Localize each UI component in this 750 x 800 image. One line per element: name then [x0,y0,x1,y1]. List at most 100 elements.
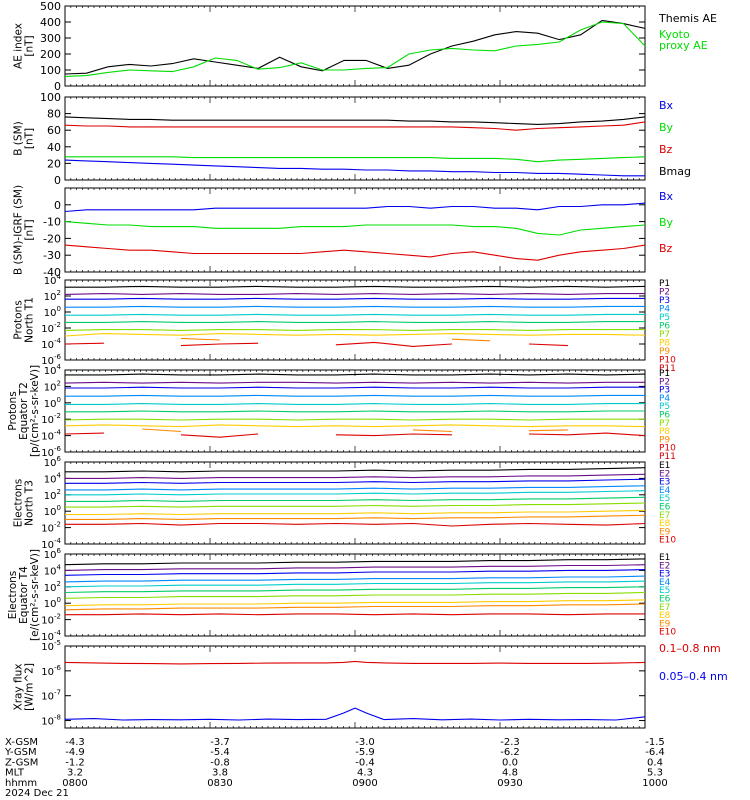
y-axis-title-line: [nT] [24,219,36,240]
panel-frame [64,187,646,273]
series-line-e5 [64,580,646,588]
y-tick-base: 10 [41,324,54,335]
legend-entry-line: E8 [659,611,671,621]
y-tick-base: 10 [41,448,54,459]
legend-entry: E5 [659,586,670,596]
y-tick-label: 0 [54,174,61,187]
legend-entry-line: Bx [659,190,674,203]
series-line-p7 [64,329,645,331]
legend-entry-line: E1 [659,461,670,471]
series-line-p5 [65,403,645,405]
legend-entry: E5 [659,494,670,504]
x-axis-row-value: -6.4 [645,747,665,758]
y-tick-label: 60 [47,124,61,137]
legend-entry: Themis AE [658,12,717,25]
y-tick-label: 104 [44,563,62,577]
y-axis-title-line: Electrons [13,479,25,528]
x-axis-row-value: -3.0 [355,737,375,748]
y-tick-base: 10 [41,524,54,535]
x-axis-row-value: -4.3 [65,737,85,748]
y-tick-label: 102 [44,379,61,393]
y-tick-exponent: 0 [57,504,61,512]
y-axis-title-line: Xray flux [13,664,25,711]
panel-3: -40 -30 -20 -10 0 B (SM)-IGRF (SM)[nT] Bx By Bz [13,185,674,279]
y-tick-base: 10 [41,632,54,643]
legend-entry: Bmag [659,165,691,178]
legend-entry-line: P9 [659,347,670,357]
series-line-e4 [64,575,646,583]
y-tick-base: 10 [41,415,54,426]
y-tick-exponent: -6 [54,445,62,453]
y-tick-exponent: 4 [57,273,62,281]
x-axis-row-value: 4.8 [502,768,518,779]
y-tick-label: 10-6 [41,445,61,459]
legend-entry-line: P6 [659,411,670,421]
series-line-p6 [65,321,645,323]
y-tick-label: 10-4 [41,537,61,551]
legend-entry-line: Bmag [659,165,691,178]
y-tick-exponent: -4 [54,629,62,637]
series-line-p10 [64,432,646,438]
legend-entry-line: 0.1–0.8 nm [659,642,721,655]
legend-entry: P11 [659,452,676,462]
legend-entry: P3 [659,386,670,396]
legend-entry-line: E3 [659,478,670,488]
legend-entry-line: P7 [659,330,670,340]
y-axis-title-line: B (SM)-IGRF (SM) [13,185,25,275]
legend-entry-line: P3 [659,296,670,306]
legend-entry: E10 [659,628,676,638]
legend-entry: P2 [659,288,670,298]
panel-frame [64,5,646,87]
y-axis-title: ProtonsEquator T2[p/(cm²-s-sr-keV)] [7,365,41,457]
y-tick-exponent: -2 [54,321,61,329]
legend-entry: P1 [659,279,670,289]
y-tick-exponent: 0 [57,305,61,313]
x-axis-row-value: -6.2 [500,747,520,758]
y-tick-label: 106 [44,455,62,469]
legend-entry-line: E6 [659,595,671,605]
series-line-p9 [181,338,568,340]
y-tick-label: 100 [44,504,61,518]
series-line-e2 [65,473,646,479]
series-line-bx [64,202,646,213]
legend-entry: P4 [659,305,670,315]
series-line-by [64,221,646,236]
legend-entry: E8 [659,519,671,529]
y-tick-base: 10 [41,340,54,351]
y-tick-base: 10 [44,382,57,393]
legend-entry: P10 [659,444,676,454]
legend-entry-line: E3 [659,570,670,580]
y-tick-label: 10-2 [41,521,61,535]
y-tick-base: 10 [41,642,54,653]
panel-2: 0 20 40 60 80 100 B (SM)[nT] Bx By Bz Bmag [13,91,692,187]
series-line-kyoto-proxy-ae [64,21,646,77]
y-axis-title-line: [nT] [24,35,36,56]
legend-entry: 0.1–0.8 nm [659,642,721,655]
x-axis-row-value: 0800 [62,778,87,789]
y-tick-label: 100 [44,305,61,319]
legend-entry: E6 [659,503,671,513]
y-tick-base: 10 [44,491,57,502]
series-line-e3 [65,478,646,484]
y-tick-label: 10-2 [41,412,61,426]
y-axis-title-line: [p/(cm²-s-sr-keV)] [29,365,41,457]
y-tick-exponent: -8 [54,714,61,722]
y-axis-title-line: [W/m^2] [24,663,36,711]
y-tick-exponent: -6 [54,664,62,672]
y-axis-title: B (SM)-IGRF (SM)[nT] [13,185,36,275]
y-tick-label: 106 [44,547,62,561]
legend-entry-line: P8 [659,427,670,437]
y-tick-exponent: 2 [57,289,61,297]
y-tick-label: 80 [47,108,61,121]
y-tick-base: 10 [44,474,57,485]
legend-entry-line: E10 [659,536,676,546]
legend-entry: E3 [659,478,670,488]
y-axis-title-line: North T3 [24,480,36,526]
y-axis-title: ElectronsEquator T4[e/(cm²-s-sr-keV)] [7,549,41,641]
y-tick-label: 10-2 [41,613,61,627]
y-tick-exponent: -2 [54,521,61,529]
series-line-e4 [65,485,646,491]
